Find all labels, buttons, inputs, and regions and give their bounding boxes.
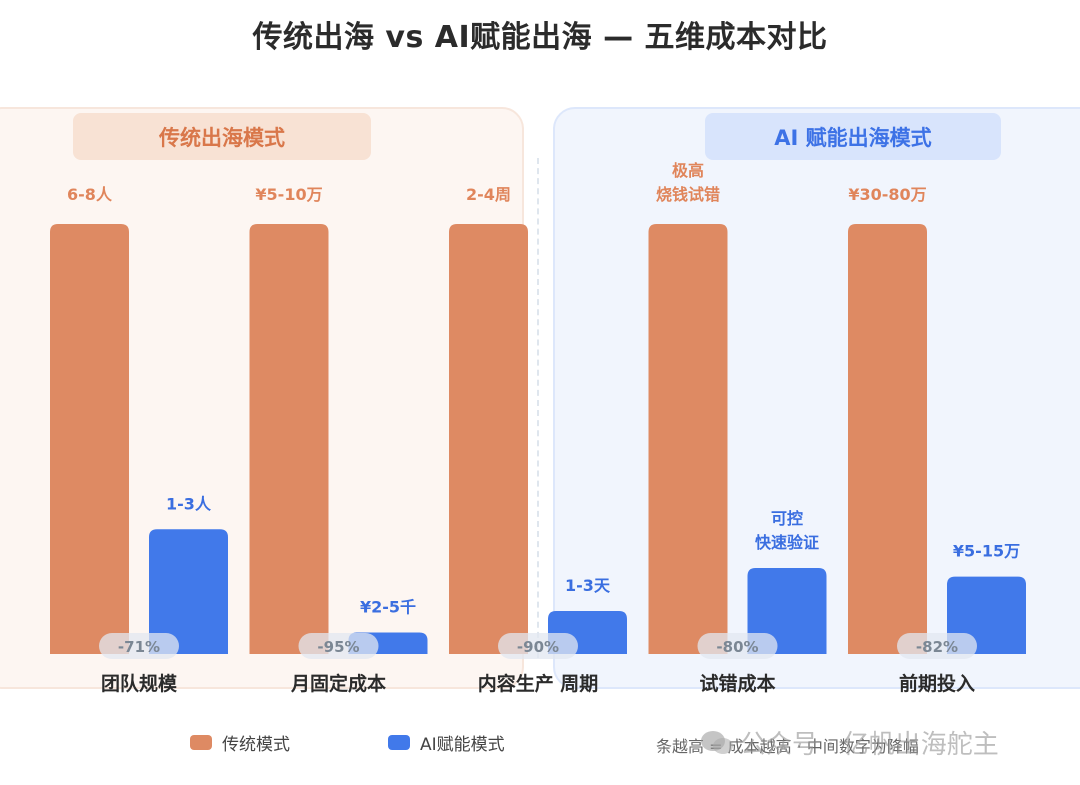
bar-label-ai: 1-3人 [166, 494, 212, 513]
panel-divider [537, 158, 539, 658]
watermark: 公众号 · 亿帆出海舵主 [700, 724, 999, 761]
wechat-icon [701, 730, 733, 754]
bar-label-ai: 可控快速验证 [755, 509, 819, 552]
reduction-badge [99, 633, 179, 659]
bar-label-traditional: 6-8人 [67, 185, 113, 204]
x-tick-label: 团队规模 [101, 672, 178, 695]
bar-traditional [249, 224, 329, 654]
ai-panel-header: AI 赋能出海模式 [705, 113, 1001, 160]
chart-title: 传统出海 vs AI赋能出海 — 五维成本对比 [252, 20, 828, 55]
legend-swatch-traditional [190, 735, 212, 750]
bar-ai [149, 529, 228, 654]
bar-label-traditional: 2-4周 [466, 185, 511, 204]
bar-traditional [50, 224, 129, 654]
bar-label-traditional: 极高烧钱试错 [656, 161, 720, 204]
bar-ai [747, 568, 827, 654]
bar-traditional [848, 224, 927, 654]
bar-traditional [449, 224, 528, 654]
reduction-badge [498, 633, 578, 659]
reduction-label: -71% [118, 638, 160, 656]
reduction-badge [897, 633, 977, 659]
x-tick-label: 前期投入 [899, 672, 975, 695]
legend-label-traditional: 传统模式 [222, 735, 290, 755]
bar-label-ai: ¥5-15万 [953, 542, 1020, 561]
x-tick-label: 试错成本 [699, 672, 775, 695]
reduction-label: -90% [517, 638, 559, 656]
bar-label-traditional: ¥5-10万 [255, 185, 322, 204]
legend-swatch-ai [388, 735, 410, 750]
x-tick-label: 月固定成本 [290, 672, 386, 695]
legend-label-ai: AI赋能模式 [420, 735, 505, 755]
watermark-text: 公众号 · 亿帆出海舵主 [740, 730, 999, 760]
x-tick-label: 内容生产 周期 [478, 672, 599, 695]
reduction-label: -80% [716, 638, 758, 656]
bar-label-ai: ¥2-5千 [360, 598, 416, 617]
legend-item-ai: AI赋能模式 [388, 730, 505, 755]
reduction-label: -95% [317, 638, 359, 656]
reduction-badge [697, 633, 778, 659]
bar-label-ai: 1-3天 [565, 576, 611, 595]
legend-item-traditional: 传统模式 [190, 730, 290, 755]
bar-label-traditional: ¥30-80万 [848, 185, 926, 204]
reduction-label: -82% [916, 638, 958, 656]
bar-traditional [648, 224, 728, 654]
reduction-badge [298, 633, 379, 659]
traditional-panel-header: 传统出海模式 [73, 113, 371, 160]
